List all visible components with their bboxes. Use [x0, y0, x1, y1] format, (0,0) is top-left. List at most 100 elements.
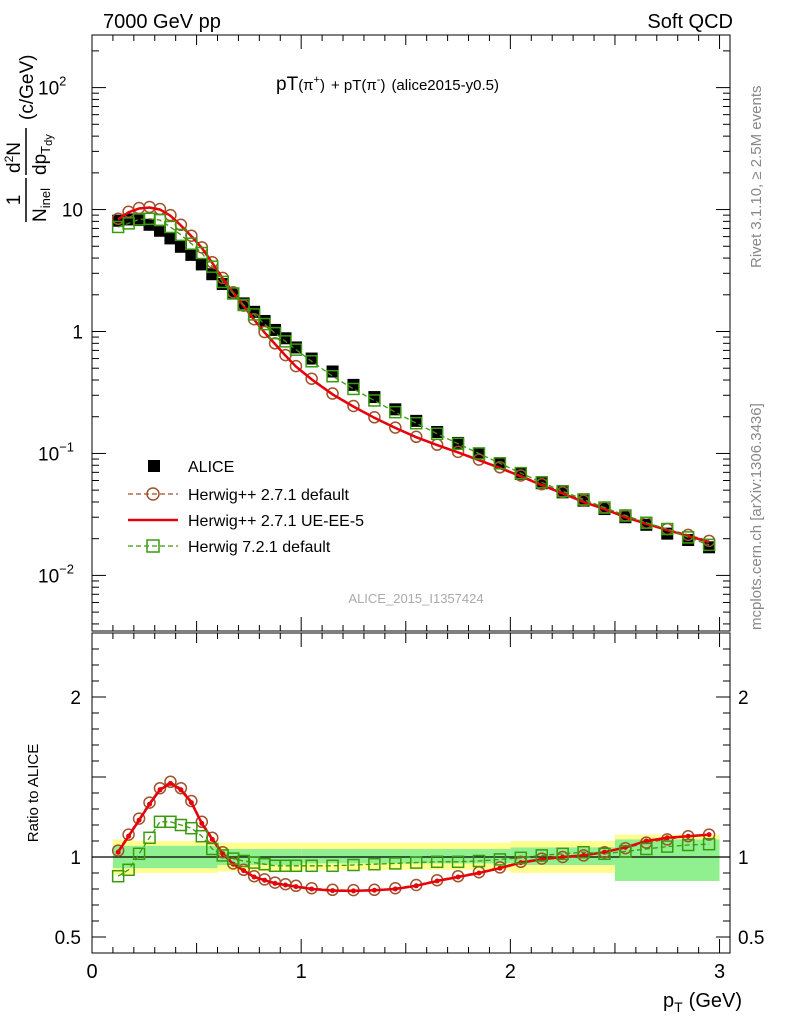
h721-point [430, 427, 444, 441]
mcplots-label: mcplots.cern.ch [arXiv:1306.3436] [748, 403, 765, 630]
category-label: Soft QCD [647, 11, 733, 33]
ylabel-dp: dp [30, 154, 51, 175]
h721-point [681, 531, 695, 544]
h721-ratio-point [493, 853, 507, 866]
ueee5-ratio-point [126, 833, 132, 839]
legend-label-alice: ALICE [188, 459, 234, 476]
alice-point [164, 232, 177, 245]
title-pt: pT [276, 74, 299, 95]
h721-ratio-point [143, 831, 156, 845]
xtick-label: 0 [86, 961, 97, 983]
h721-point [577, 493, 590, 506]
ueee5-ratio-point [147, 801, 153, 807]
h271-point [368, 411, 381, 424]
alice-point [347, 378, 360, 391]
ueee5-ratio-point [157, 787, 163, 793]
ueee5-ratio-line [117, 781, 710, 893]
ueee5-ratio-point [330, 888, 336, 894]
ueee5-line [117, 206, 710, 544]
ratio-ytick-label-right: 1 [738, 848, 749, 869]
x-ticks: 0 1 2 3 [86, 35, 725, 983]
h271-point [409, 430, 423, 444]
h721-point [279, 335, 292, 348]
h721-point [472, 447, 486, 460]
ueee5-ratio-point [178, 787, 184, 793]
xtick-label: 2 [505, 961, 516, 983]
h721-ratio-point [206, 842, 219, 856]
legend-marker-h721 [146, 539, 160, 553]
alice-point [368, 391, 381, 404]
h721-line [117, 218, 710, 546]
main-ytick-label: 10−1 [38, 439, 74, 465]
h721-point [535, 476, 548, 489]
ueee5-ratio-point [706, 832, 712, 838]
title-plus-sup: + [314, 74, 320, 86]
ueee5-ratio-point [136, 817, 142, 823]
title-tag: (alice2015-y0.5) [391, 77, 499, 94]
ylabel-dpt: dpTdy [30, 134, 55, 175]
h271-ratio-point [153, 781, 167, 795]
alice-point [174, 240, 187, 253]
h721-ratio-point [326, 859, 339, 873]
h721-point [258, 317, 271, 331]
ylabel-d2-sup: 2 [2, 155, 16, 162]
main-series-group [111, 200, 716, 554]
h721-point [598, 501, 611, 514]
ylabel-units: (c/GeV) [17, 55, 38, 120]
ueee5-ratio-point [371, 887, 377, 893]
h721-point [619, 509, 632, 522]
h721-point [347, 382, 360, 396]
h721-point [206, 260, 219, 273]
ueee5-ratio-point [309, 886, 315, 892]
ueee5-ratio-point [115, 849, 121, 855]
ratio-ytick-label-right: 0.5 [738, 928, 764, 949]
h721-point [216, 275, 229, 289]
ylabel-dy-sub: dy [43, 134, 55, 146]
ueee5-ratio-point [685, 833, 691, 839]
h721-ratio-point [409, 856, 423, 869]
ratio-y-ticks: 2 2 1 1 0.5 0.5 [55, 648, 764, 949]
ueee5-ratio-point [455, 874, 461, 880]
h721-ratio-point [451, 855, 465, 869]
title-minus-sup: - [377, 74, 381, 86]
h721-ratio-point [347, 858, 360, 872]
h721-point [493, 457, 507, 470]
h721-ratio-point [640, 842, 653, 856]
h721-point [389, 405, 402, 419]
ylabel-d: d [4, 162, 25, 173]
x-axis-label: pT (GeV) [663, 990, 742, 1015]
h721-ratio-point [389, 857, 402, 870]
ueee5-ratio-point [188, 800, 194, 806]
title-plus: + pT(π [331, 77, 377, 94]
main-ytick-label: 102 [38, 74, 66, 100]
main-ytick-label: 10−2 [38, 561, 74, 587]
legend-label-h721: Herwig 7.2.1 default [188, 539, 331, 556]
alice-point [305, 352, 318, 365]
h271-ratio-point [195, 815, 209, 829]
legend-marker-alice [148, 460, 160, 472]
h721-point [164, 220, 177, 234]
title-close1: ) [320, 77, 325, 94]
h721-point [247, 308, 261, 321]
alice-point [206, 268, 219, 281]
ylabel-n: N [30, 208, 51, 222]
ratio-ytick-label-right: 2 [738, 688, 749, 709]
ueee5-ratio-point [413, 883, 419, 889]
h721-point [237, 298, 250, 312]
h721-ratio-point [430, 855, 444, 869]
h721-point [185, 237, 198, 250]
h721-ratio-point [514, 851, 528, 865]
energy-label: 7000 GeV pp [103, 11, 221, 33]
h721-ratio-line [117, 821, 710, 877]
h721-point [514, 466, 528, 480]
h721-ratio-point [368, 857, 381, 871]
h721-ratio-point [132, 847, 146, 861]
h721-point [640, 516, 653, 530]
h721-point [268, 326, 282, 340]
h721-ratio-point [111, 869, 125, 883]
h721-point [556, 484, 569, 498]
ueee5-ratio-point [350, 888, 356, 894]
ueee5-ratio-point [664, 835, 670, 841]
ueee5-ratio-point [272, 880, 278, 886]
